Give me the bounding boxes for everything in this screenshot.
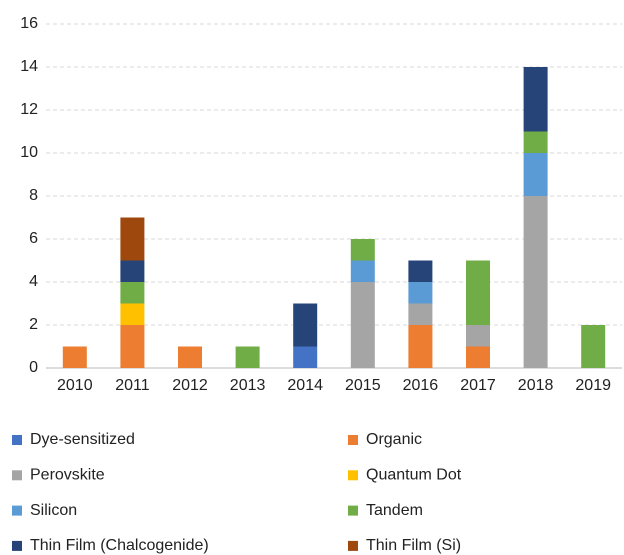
- x-tick-label: 2017: [460, 377, 496, 394]
- legend-label: Perovskite: [30, 467, 105, 484]
- y-tick-label: 12: [20, 101, 38, 118]
- bar-segment: [120, 282, 145, 304]
- bar-segment: [120, 260, 145, 282]
- legend-swatch: [12, 470, 22, 481]
- x-tick-label: 2019: [575, 377, 611, 394]
- bar-segment: [120, 325, 145, 368]
- bar-segment: [408, 303, 433, 325]
- bar-segment: [523, 131, 548, 153]
- y-tick-label: 14: [20, 58, 38, 75]
- y-tick-label: 6: [29, 230, 38, 247]
- legend-label: Dye-sensitized: [30, 431, 135, 448]
- legend-label: Silicon: [30, 502, 77, 519]
- bar-segment: [120, 217, 145, 261]
- bar-segment: [408, 282, 433, 304]
- legend-swatch: [12, 505, 22, 516]
- x-tick-label: 2015: [345, 377, 381, 394]
- y-tick-label: 4: [29, 273, 38, 290]
- y-tick-label: 0: [29, 359, 38, 376]
- legend-label: Organic: [366, 431, 422, 448]
- bar-segment: [120, 303, 145, 325]
- bar-segment: [293, 346, 318, 368]
- legend-swatch: [348, 470, 358, 481]
- bar-segment: [350, 282, 375, 368]
- bar-segment: [350, 260, 375, 282]
- legend-swatch: [348, 540, 358, 551]
- bar-segment: [62, 346, 87, 368]
- y-tick-label: 10: [20, 144, 38, 161]
- bar-segment: [466, 346, 490, 368]
- bar-segment: [408, 260, 433, 282]
- y-tick-label: 16: [20, 15, 38, 32]
- bar-segment: [293, 303, 318, 347]
- bar-segment: [523, 153, 548, 196]
- bar-segment: [523, 67, 548, 132]
- bar-segment: [408, 325, 433, 368]
- legend-swatch: [12, 435, 22, 445]
- bar-segment: [523, 196, 548, 368]
- bar-segment: [235, 346, 260, 368]
- x-tick-label: 2014: [287, 377, 323, 394]
- x-tick-label: 2012: [172, 377, 208, 394]
- y-tick-label: 8: [29, 187, 38, 204]
- legend-label: Thin Film (Chalcogenide): [30, 537, 209, 554]
- y-tick-label: 2: [29, 316, 38, 333]
- bar-segment: [581, 325, 606, 368]
- bar-segment: [466, 325, 490, 347]
- x-tick-label: 2011: [115, 377, 150, 394]
- x-tick-label: 2016: [403, 377, 439, 394]
- legend-label: Quantum Dot: [366, 467, 462, 484]
- bar-segment: [178, 346, 202, 368]
- bar-segment: [350, 239, 375, 261]
- x-tick-label: 2010: [57, 377, 93, 394]
- legend-swatch: [348, 505, 358, 516]
- legend-swatch: [12, 540, 22, 551]
- legend-label: Thin Film (Si): [366, 537, 461, 554]
- bar-segment: [466, 260, 490, 325]
- legend-swatch: [348, 435, 358, 445]
- x-tick-label: 2018: [518, 377, 554, 394]
- x-tick-label: 2013: [230, 377, 266, 394]
- legend-label: Tandem: [366, 502, 423, 519]
